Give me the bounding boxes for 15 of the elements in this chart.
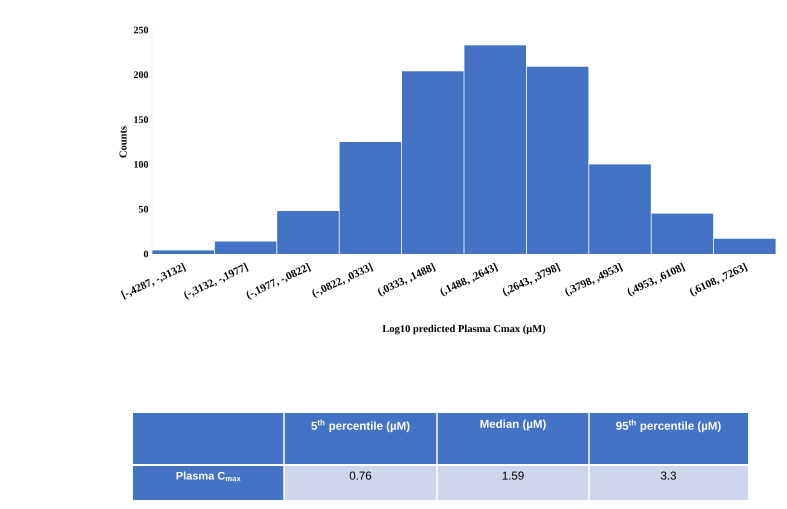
x-axis-title: Log10 predicted Plasma Cmax (µM)	[382, 324, 546, 334]
y-tick-label: 100	[134, 161, 148, 168]
text: Median (µM)	[480, 420, 546, 430]
y-tick-label: 0	[144, 250, 148, 258]
y-tick-label: 250	[134, 26, 148, 34]
y-tick-label: 150	[134, 116, 148, 123]
text: 5$^{th}$ percentile (µM)	[311, 420, 410, 432]
text: Plasma C$_{max}$	[176, 472, 241, 482]
y-tick-label: 50	[138, 206, 148, 213]
text: 3.3	[660, 472, 676, 480]
y-tick-label: 200	[134, 71, 148, 78]
y-axis-title: Counts	[120, 126, 127, 158]
text: 1.59	[502, 472, 524, 480]
text: 95$^{th}$ percentile (µM)	[616, 420, 721, 432]
text: 0.76	[350, 472, 372, 480]
